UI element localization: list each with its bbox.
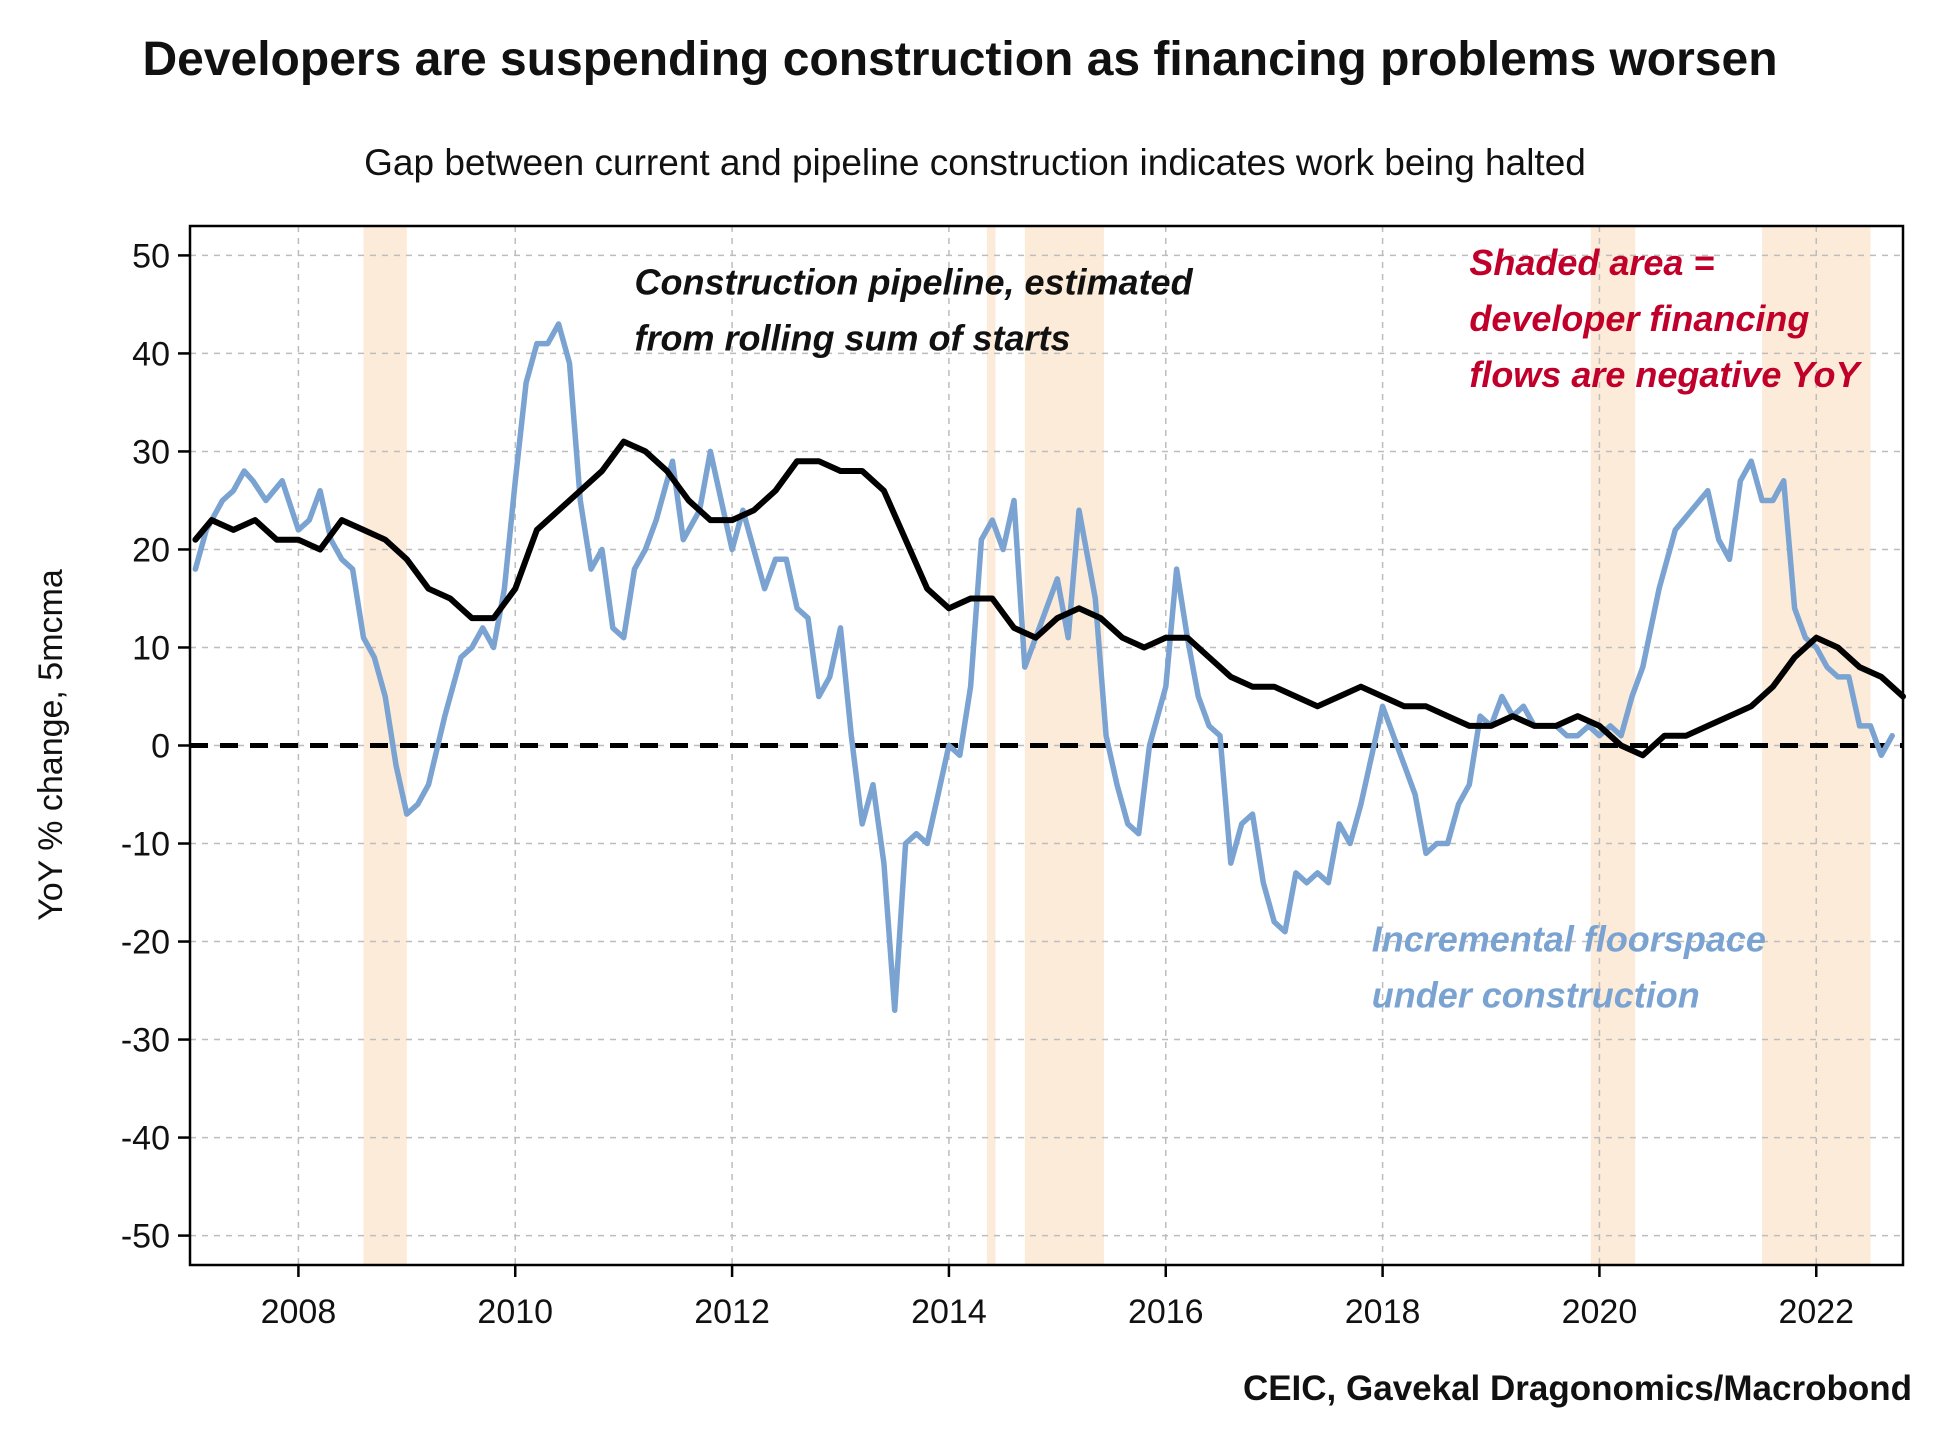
annotation-2: Incremental floorspace under construction xyxy=(1372,918,1766,1015)
annotation-0: Construction pipeline, estimated from rol… xyxy=(635,262,1194,359)
y-tick-label-1: 40 xyxy=(132,335,170,373)
y-tick-label-3: 20 xyxy=(132,531,170,569)
series-lines xyxy=(192,321,1906,1013)
annotation-0-line-1: from rolling sum of starts xyxy=(635,318,1071,359)
y-tick-label-10: -50 xyxy=(121,1218,170,1256)
annotation-1-line-1: developer financing xyxy=(1469,298,1809,339)
annotation-1: Shaded area = developer financing flows ar… xyxy=(1469,242,1862,395)
x-tick-label-3: 2014 xyxy=(911,1293,987,1331)
y-tick-label-4: 10 xyxy=(132,629,170,667)
series-line-1 xyxy=(192,438,1906,759)
annotation-2-line-0: Incremental floorspace xyxy=(1372,918,1766,959)
y-tick-label-6: -10 xyxy=(121,826,170,864)
y-tick-label-9: -40 xyxy=(121,1120,170,1158)
y-tick-label-0: 50 xyxy=(132,237,170,275)
gridlines xyxy=(190,226,1903,1265)
chart-title: Developers are suspending construction a… xyxy=(142,33,1777,86)
x-tick-label-7: 2022 xyxy=(1778,1293,1854,1331)
annotation-1-line-0: Shaded area = xyxy=(1469,242,1714,283)
y-axis-ticks: 50 40 30 20 10 0 -10 -20 -30 -40 -50 xyxy=(121,237,190,1256)
shaded-period-1 xyxy=(986,226,996,1265)
x-tick-label-4: 2016 xyxy=(1128,1293,1204,1331)
series-line-0 xyxy=(192,321,1895,1013)
y-tick-label-8: -30 xyxy=(121,1022,170,1060)
x-axis-ticks: 2008 2010 2012 2014 2016 2018 2020 2022 xyxy=(261,1265,1854,1331)
chart-subtitle: Gap between current and pipeline constru… xyxy=(364,142,1586,183)
annotation-2-line-1: under construction xyxy=(1372,974,1700,1015)
source-credit: CEIC, Gavekal Dragonomics/Macrobond xyxy=(1243,1369,1912,1408)
x-tick-label-6: 2020 xyxy=(1562,1293,1638,1331)
annotation-0-line-0: Construction pipeline, estimated xyxy=(635,262,1194,303)
y-tick-label-7: -20 xyxy=(121,924,170,962)
y-tick-label-5: 0 xyxy=(151,728,170,766)
annotations: Construction pipeline, estimated from rol… xyxy=(635,242,1863,1015)
y-tick-label-2: 30 xyxy=(132,433,170,471)
x-tick-label-5: 2018 xyxy=(1345,1293,1421,1331)
x-tick-label-2: 2012 xyxy=(694,1293,770,1331)
annotation-1-line-2: flows are negative YoY xyxy=(1469,354,1862,395)
y-axis-label: YoY % change, 5mcma xyxy=(32,569,70,921)
x-tick-label-1: 2010 xyxy=(477,1293,553,1331)
x-tick-label-0: 2008 xyxy=(261,1293,337,1331)
